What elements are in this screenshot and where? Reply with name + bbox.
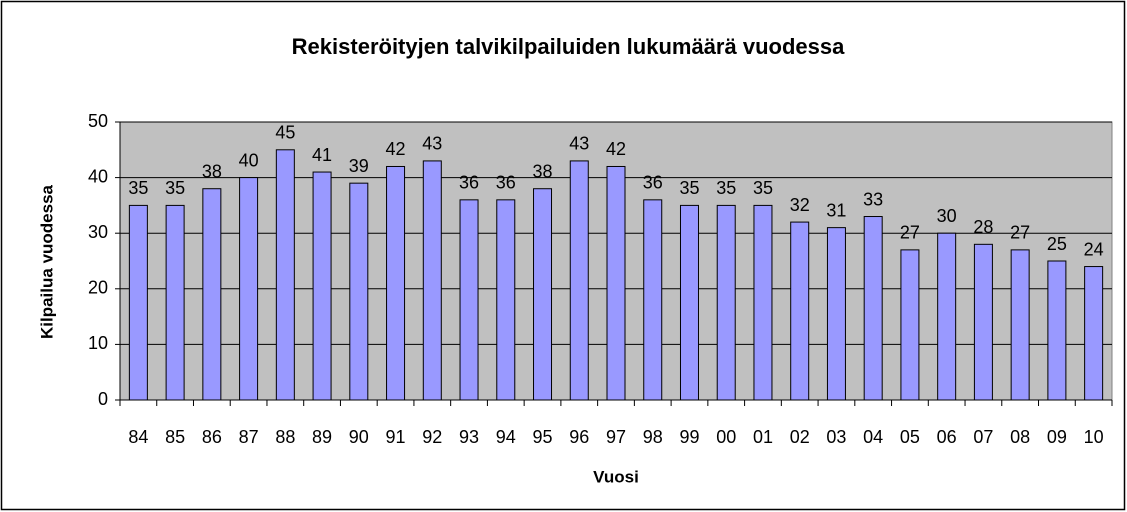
bar xyxy=(973,243,993,401)
y-tick-label: 50 xyxy=(88,111,108,131)
data-label: 36 xyxy=(496,173,516,193)
x-tick-label: 98 xyxy=(643,427,663,447)
bar xyxy=(643,199,663,401)
data-label: 35 xyxy=(753,178,773,198)
bar xyxy=(533,188,553,401)
bar xyxy=(349,182,369,401)
chart-title: Rekisteröityjen talvikilpailuiden lukumä… xyxy=(292,34,845,59)
bar xyxy=(716,204,736,401)
bar xyxy=(569,160,589,401)
data-label: 25 xyxy=(1047,234,1067,254)
y-tick-label: 10 xyxy=(88,333,108,353)
x-tick-label: 09 xyxy=(1047,427,1067,447)
data-label: 39 xyxy=(349,156,369,176)
data-label: 41 xyxy=(312,145,332,165)
data-label: 32 xyxy=(790,195,810,215)
bar xyxy=(753,204,773,401)
x-tick-label: 00 xyxy=(716,427,736,447)
data-label: 27 xyxy=(900,223,920,243)
bar xyxy=(679,204,699,401)
x-tick-label: 92 xyxy=(422,427,442,447)
data-label: 45 xyxy=(275,123,295,143)
bar xyxy=(826,227,846,401)
x-tick-label: 93 xyxy=(459,427,479,447)
x-axis-label: Vuosi xyxy=(593,467,639,486)
x-tick-label: 90 xyxy=(349,427,369,447)
data-label: 31 xyxy=(826,200,846,220)
data-label: 36 xyxy=(459,173,479,193)
x-tick-label: 85 xyxy=(165,427,185,447)
x-tick-label: 07 xyxy=(973,427,993,447)
bar xyxy=(422,160,442,401)
data-label: 35 xyxy=(679,178,699,198)
data-label: 30 xyxy=(937,206,957,226)
data-label: 43 xyxy=(422,134,442,154)
bar xyxy=(790,221,810,401)
x-tick-label: 89 xyxy=(312,427,332,447)
data-label: 27 xyxy=(1010,223,1030,243)
bar xyxy=(1084,266,1104,401)
bar xyxy=(863,216,883,401)
data-label: 33 xyxy=(863,189,883,209)
data-label: 35 xyxy=(128,178,148,198)
bar xyxy=(900,249,920,401)
bar xyxy=(496,199,516,401)
data-label: 38 xyxy=(202,161,222,181)
x-tick-label: 05 xyxy=(900,427,920,447)
x-tick-label: 84 xyxy=(128,427,148,447)
data-label: 40 xyxy=(239,150,259,170)
bar xyxy=(386,165,406,401)
bar xyxy=(1047,260,1067,401)
x-tick-label: 99 xyxy=(679,427,699,447)
bar xyxy=(239,177,259,401)
x-tick-label: 08 xyxy=(1010,427,1030,447)
y-tick-label: 0 xyxy=(98,389,108,409)
data-label: 36 xyxy=(643,173,663,193)
x-tick-label: 87 xyxy=(239,427,259,447)
x-tick-label: 91 xyxy=(386,427,406,447)
x-tick-label: 88 xyxy=(275,427,295,447)
data-label: 42 xyxy=(386,139,406,159)
x-tick-label: 06 xyxy=(937,427,957,447)
y-tick-label: 20 xyxy=(88,278,108,298)
x-tick-label: 01 xyxy=(753,427,773,447)
bar xyxy=(312,171,332,401)
data-label: 28 xyxy=(973,217,993,237)
x-tick-label: 94 xyxy=(496,427,516,447)
x-tick-label: 97 xyxy=(606,427,626,447)
x-tick-label: 86 xyxy=(202,427,222,447)
data-label: 24 xyxy=(1084,239,1104,259)
bar xyxy=(275,149,295,401)
x-tick-label: 96 xyxy=(569,427,589,447)
bar xyxy=(128,204,148,401)
data-label: 43 xyxy=(569,134,589,154)
x-tick-label: 04 xyxy=(863,427,883,447)
y-tick-label: 30 xyxy=(88,222,108,242)
data-label: 38 xyxy=(533,161,553,181)
y-axis-label: Kilpailua vuodessa xyxy=(37,184,56,339)
bar xyxy=(202,188,222,401)
x-tick-label: 03 xyxy=(826,427,846,447)
x-tick-label: 95 xyxy=(533,427,553,447)
x-tick-label: 10 xyxy=(1084,427,1104,447)
bar xyxy=(937,232,957,401)
x-tick-label: 02 xyxy=(790,427,810,447)
bar xyxy=(1010,249,1030,401)
bar xyxy=(165,204,185,401)
data-label: 35 xyxy=(716,178,736,198)
bar xyxy=(606,165,626,401)
data-label: 42 xyxy=(606,139,626,159)
y-tick-label: 40 xyxy=(88,166,108,186)
data-label: 35 xyxy=(165,178,185,198)
bar xyxy=(459,199,479,401)
